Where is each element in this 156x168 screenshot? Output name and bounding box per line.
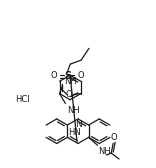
Text: NH: NH	[67, 106, 80, 115]
Text: O: O	[111, 133, 117, 142]
Text: HCl: HCl	[15, 95, 30, 104]
Text: O: O	[51, 71, 58, 80]
Text: O: O	[65, 90, 72, 99]
Text: S: S	[64, 71, 71, 81]
Text: NH: NH	[64, 77, 77, 86]
Text: NH: NH	[98, 147, 111, 156]
Text: HN: HN	[68, 128, 80, 137]
Text: O: O	[77, 71, 84, 80]
Text: N: N	[75, 120, 81, 129]
